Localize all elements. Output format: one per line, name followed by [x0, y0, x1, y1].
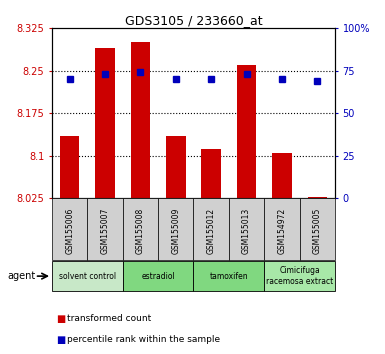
Text: agent: agent — [8, 271, 36, 281]
FancyBboxPatch shape — [193, 198, 229, 260]
Bar — [237, 65, 256, 198]
FancyBboxPatch shape — [300, 198, 335, 260]
Bar — [272, 153, 291, 198]
Bar — [308, 196, 327, 198]
Text: GSM155008: GSM155008 — [136, 207, 145, 254]
Text: GSM155009: GSM155009 — [171, 207, 180, 254]
FancyBboxPatch shape — [158, 198, 193, 260]
Text: ■: ■ — [56, 314, 65, 324]
Bar — [60, 136, 79, 198]
FancyBboxPatch shape — [123, 261, 193, 291]
Text: percentile rank within the sample: percentile rank within the sample — [67, 335, 221, 344]
Text: GSM155006: GSM155006 — [65, 207, 74, 254]
FancyBboxPatch shape — [52, 198, 87, 260]
Text: GSM155012: GSM155012 — [207, 207, 216, 254]
Text: solvent control: solvent control — [59, 272, 116, 281]
FancyBboxPatch shape — [193, 261, 264, 291]
Text: tamoxifen: tamoxifen — [209, 272, 248, 281]
Text: ■: ■ — [56, 335, 65, 345]
FancyBboxPatch shape — [52, 261, 123, 291]
Text: estradiol: estradiol — [141, 272, 175, 281]
Text: GSM155005: GSM155005 — [313, 207, 322, 254]
FancyBboxPatch shape — [229, 198, 264, 260]
Bar — [131, 42, 150, 198]
FancyBboxPatch shape — [123, 198, 158, 260]
Text: GSM155007: GSM155007 — [100, 207, 110, 254]
Text: GSM155013: GSM155013 — [242, 207, 251, 254]
Bar — [95, 48, 115, 198]
FancyBboxPatch shape — [264, 261, 335, 291]
Bar — [166, 136, 186, 198]
FancyBboxPatch shape — [264, 198, 300, 260]
Text: Cimicifuga
racemosa extract: Cimicifuga racemosa extract — [266, 267, 333, 286]
Text: transformed count: transformed count — [67, 314, 152, 323]
Title: GDS3105 / 233660_at: GDS3105 / 233660_at — [125, 14, 262, 27]
Bar — [201, 149, 221, 198]
Text: GSM154972: GSM154972 — [277, 207, 286, 254]
FancyBboxPatch shape — [87, 198, 123, 260]
